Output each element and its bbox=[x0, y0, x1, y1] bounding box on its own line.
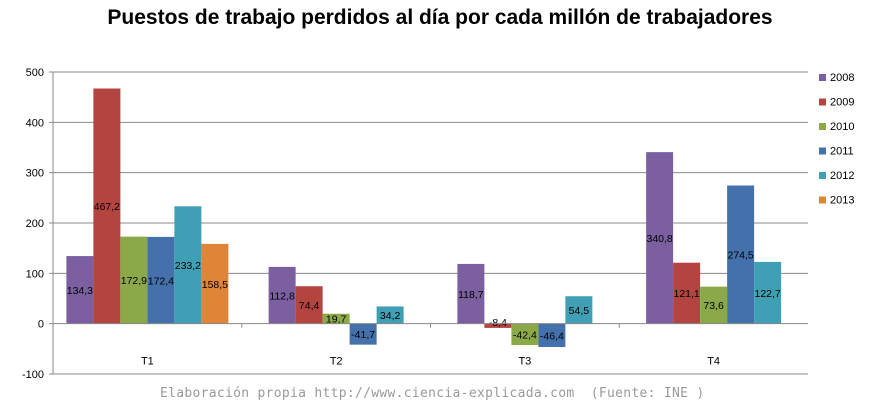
chart-title: Puestos de trabajo perdidos al día por c… bbox=[107, 6, 773, 29]
bar-t4-2012 bbox=[754, 261, 782, 324]
data-label: -46,4 bbox=[540, 330, 564, 342]
legend-swatch-2013 bbox=[819, 196, 826, 204]
bar-t3-2009 bbox=[484, 323, 512, 328]
bar-t1-2011 bbox=[147, 236, 175, 324]
x-tick-label-t2: T2 bbox=[330, 356, 343, 368]
data-label: 274,5 bbox=[727, 250, 753, 262]
y-tick-label: 200 bbox=[26, 218, 44, 230]
bars bbox=[66, 88, 782, 348]
axes: -100 0 100 200 300 400 500 T1 T2 T3 T4 bbox=[22, 67, 720, 381]
y-tick-label: 300 bbox=[26, 168, 44, 180]
data-label: 112,8 bbox=[269, 290, 295, 302]
source-note: Elaboración propia http://www.ciencia-ex… bbox=[160, 386, 705, 401]
bar-t1-2009 bbox=[93, 88, 121, 324]
data-label: 340,8 bbox=[646, 233, 672, 245]
data-label: -42,4 bbox=[513, 329, 537, 341]
bar-t3-2012 bbox=[565, 296, 593, 324]
legend-swatch-2012 bbox=[819, 172, 826, 179]
legend-label-2011: 2011 bbox=[830, 146, 854, 158]
bar-t3-2008 bbox=[457, 263, 485, 324]
data-label: 172,9 bbox=[121, 275, 147, 287]
data-label: 118,7 bbox=[458, 289, 484, 301]
legend-label-2008: 2008 bbox=[830, 72, 854, 84]
data-label: 121,1 bbox=[673, 288, 699, 300]
data-label: 54,5 bbox=[569, 305, 590, 317]
data-label: 233,2 bbox=[175, 260, 201, 272]
data-label: 122,7 bbox=[754, 288, 780, 300]
x-tick-label-t1: T1 bbox=[141, 356, 154, 368]
data-label: 158,5 bbox=[202, 279, 228, 291]
bar-t4-2010 bbox=[700, 286, 728, 324]
legend-label-2013: 2013 bbox=[830, 195, 854, 207]
legend-swatch-2010 bbox=[819, 123, 826, 130]
data-label: -41,7 bbox=[351, 329, 375, 341]
y-tick-label: -100 bbox=[22, 369, 44, 381]
bar-t1-2010 bbox=[120, 236, 148, 324]
x-tick-label-t4: T4 bbox=[707, 356, 720, 368]
bar-t1-2013 bbox=[201, 243, 229, 324]
data-label: 134,3 bbox=[67, 285, 93, 297]
legend-swatch-2008 bbox=[819, 74, 826, 81]
legend: 2008 2009 2010 2011 2012 2013 bbox=[819, 72, 854, 207]
data-label: 172,4 bbox=[148, 275, 174, 287]
data-label: 74,4 bbox=[299, 300, 320, 312]
bar-t1-2008 bbox=[66, 256, 94, 324]
y-tick-label: 500 bbox=[26, 67, 44, 79]
bar-t3-2011 bbox=[538, 323, 566, 348]
y-tick-label: 0 bbox=[38, 319, 44, 331]
legend-swatch-2009 bbox=[819, 98, 826, 106]
legend-label-2012: 2012 bbox=[830, 170, 854, 182]
data-label: 34,2 bbox=[380, 310, 401, 322]
bar-t4-2011 bbox=[727, 185, 755, 324]
bar-t2-2011 bbox=[349, 323, 377, 345]
bar-t2-2012 bbox=[376, 306, 404, 324]
data-label: 73,6 bbox=[703, 300, 724, 312]
bar-t2-2010 bbox=[322, 313, 350, 324]
x-tick-label-t3: T3 bbox=[518, 356, 531, 368]
y-tick-label: 100 bbox=[26, 268, 44, 280]
grid-lines bbox=[53, 71, 808, 375]
bar-t4-2008 bbox=[646, 152, 674, 324]
legend-swatch-2011 bbox=[819, 147, 826, 155]
data-label: 467,2 bbox=[94, 201, 120, 213]
bar-t1-2012 bbox=[174, 206, 202, 324]
legend-label-2009: 2009 bbox=[830, 97, 854, 109]
bar-t2-2008 bbox=[268, 266, 296, 324]
data-label: -8,4 bbox=[489, 317, 507, 329]
y-tick-label: 400 bbox=[26, 117, 44, 129]
bar-t2-2009 bbox=[295, 286, 323, 324]
data-label: 19,7 bbox=[326, 314, 347, 326]
bar-t4-2009 bbox=[673, 262, 701, 324]
legend-label-2010: 2010 bbox=[830, 121, 854, 133]
bar-t3-2010 bbox=[511, 323, 539, 346]
